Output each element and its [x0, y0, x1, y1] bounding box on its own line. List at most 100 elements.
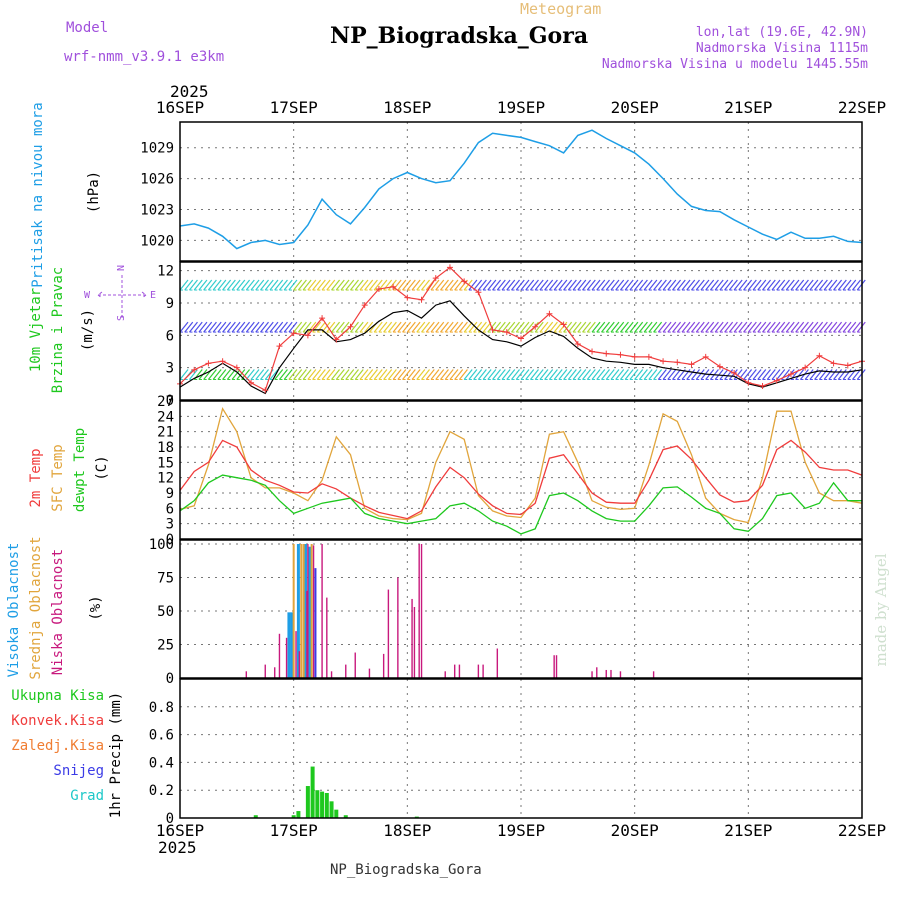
wind-barb [738, 279, 748, 291]
wind-barb [847, 321, 857, 333]
wind-barb [274, 279, 284, 291]
wind-max-marker [603, 350, 610, 357]
low-cloud-bar [444, 671, 446, 678]
wind-barb [387, 321, 397, 333]
high-cloud-bar [287, 612, 291, 678]
wind-barb [364, 369, 374, 380]
wind-barb [425, 321, 435, 333]
wind-barb [629, 321, 639, 333]
precip-legend-item: Ukupna Kisa [11, 688, 104, 704]
wind-barb [222, 321, 232, 333]
wind-barb [364, 279, 374, 291]
wind-barb [629, 279, 639, 291]
wind-barb [771, 369, 781, 380]
wind-barb [837, 369, 847, 380]
wind-max-marker [503, 329, 510, 336]
wind-barb [236, 321, 246, 333]
wind-barb [392, 369, 402, 380]
wind-barb [392, 321, 402, 333]
wind-barb [837, 279, 847, 291]
precip-bar [329, 801, 334, 818]
low-cloud-bar [553, 655, 555, 678]
wind-barb [245, 279, 255, 291]
wind-barb [331, 369, 341, 380]
wind-barb [747, 279, 757, 291]
wind-barb [297, 369, 307, 380]
wind-barb [700, 279, 710, 291]
wind-max-marker [731, 370, 738, 377]
model-elevation-label: Nadmorska Visina u modelu 1445.55m [601, 57, 868, 72]
wind-barb [307, 279, 317, 291]
temp-tick-label: 15 [157, 455, 174, 471]
wind-barb [747, 321, 757, 333]
wind-barb [222, 279, 232, 291]
wind-barb [837, 321, 847, 333]
wind-barb [790, 321, 800, 333]
wind-barb [501, 369, 511, 380]
wind-barb [709, 321, 719, 333]
wind-barb [473, 369, 483, 380]
temp-tick-label: 27 [157, 394, 174, 410]
wind-barb [373, 279, 383, 291]
wind-barb [804, 369, 814, 380]
footer-station: NP_Biogradska_Gora [330, 862, 482, 878]
watermark-text: made by Angel [872, 553, 890, 666]
wind-barb [833, 279, 843, 291]
wind-barb [558, 369, 568, 380]
wind-barb [198, 279, 208, 291]
temp-axis-title-2: SFC Temp [50, 444, 66, 511]
wind-barb [359, 279, 369, 291]
wind-barb [288, 279, 298, 291]
wind-barb [624, 369, 634, 380]
low-cloud-bar [477, 664, 480, 678]
wind-barb [515, 369, 525, 380]
wind-max-marker [589, 348, 596, 355]
year-top: 2025 [170, 82, 209, 101]
low-cloud-bar [482, 664, 484, 678]
low-cloud-bar [387, 589, 390, 678]
pressure-unit: (hPa) [86, 171, 102, 213]
wind-barb [567, 369, 577, 380]
wind-barb [582, 279, 592, 291]
wind-tick-label: 0 [166, 393, 174, 409]
wind-barb [392, 279, 402, 291]
low-cloud-bar [368, 668, 371, 678]
low-cloud-bar [295, 631, 297, 678]
wind-barb [615, 369, 625, 380]
wind-max-marker [688, 361, 695, 368]
wind-barb [691, 369, 700, 380]
wind-barb [458, 369, 468, 380]
coords-label: lon,lat (19.6E, 42.9N) [695, 25, 868, 40]
wind-barb [686, 279, 696, 291]
wind-barb [425, 369, 435, 380]
wind-barb [695, 279, 705, 291]
wind-barb [364, 321, 374, 333]
wind-barb [823, 321, 833, 333]
wind-barb [728, 369, 738, 380]
low-cloud-bar [345, 664, 347, 678]
wind-barb [473, 321, 483, 333]
wind-barb [444, 321, 454, 333]
wind-barb [189, 279, 198, 291]
compass-w: W [84, 290, 91, 301]
wind-max-marker [205, 360, 212, 367]
wind-barb [785, 279, 795, 291]
wind-max-marker [716, 363, 723, 370]
wind-barb [288, 321, 298, 333]
wind-barb [350, 369, 359, 380]
wind-barb [184, 321, 194, 333]
wind-barb [468, 279, 478, 291]
temp-unit: (C) [94, 455, 110, 480]
wind-barb [326, 279, 336, 291]
wind-barb [430, 279, 440, 291]
wind-barb [335, 321, 345, 333]
wind-barb [207, 279, 217, 291]
wind-barb [250, 279, 260, 291]
wind-barb [615, 279, 625, 291]
wind-barb [207, 321, 217, 333]
cloud-tick-label: 100 [149, 537, 174, 553]
precip-tick-label: 0.2 [149, 783, 174, 799]
wind-barb [615, 321, 625, 333]
wind-barb [563, 321, 573, 333]
